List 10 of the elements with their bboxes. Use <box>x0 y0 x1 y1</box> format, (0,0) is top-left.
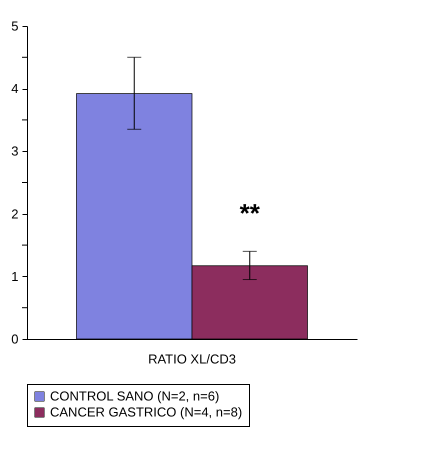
y-tick-label: 2 <box>11 206 18 222</box>
y-tick-label: 0 <box>11 332 18 346</box>
y-tick-label: 3 <box>11 144 18 159</box>
y-tick-label: 4 <box>11 81 18 96</box>
legend-label: CANCER GASTRICO (N=4, n=8) <box>50 404 242 420</box>
annotation: ** <box>240 198 261 228</box>
y-tick-label: 5 <box>11 18 18 34</box>
x-tick-label: RATIO XL/CD3 <box>148 352 236 366</box>
y-tick-label: 1 <box>11 268 18 284</box>
legend-label: CONTROL SANO (N=2, n=6) <box>50 388 220 404</box>
